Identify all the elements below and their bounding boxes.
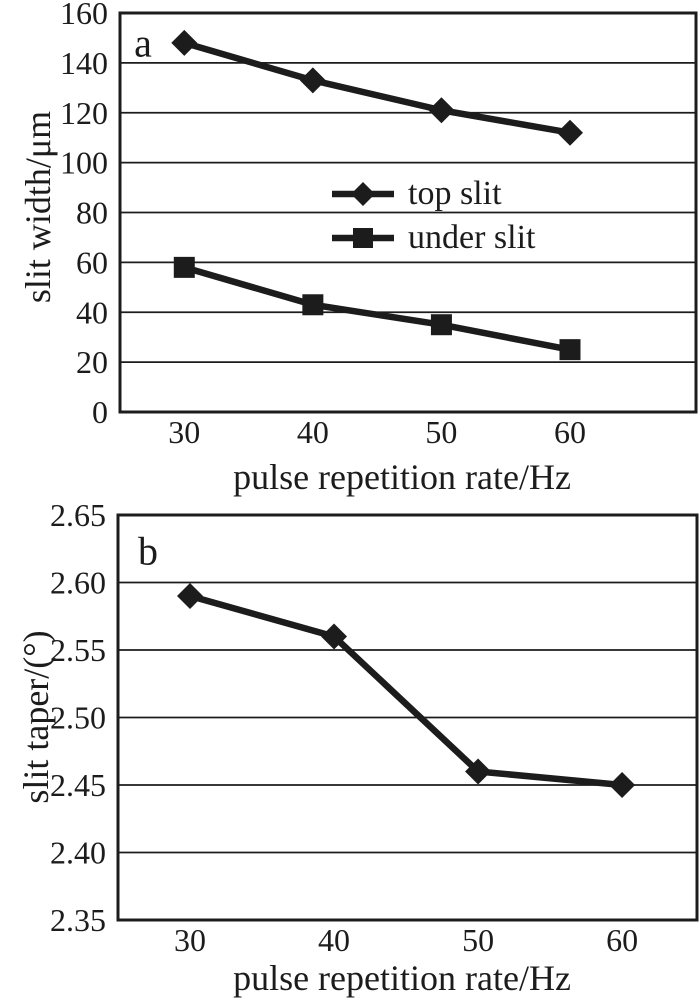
- y-tick-label: 80: [76, 195, 108, 231]
- legend-label-under-slit: under slit: [408, 219, 536, 256]
- series-line-top-slit: [181, 39, 574, 136]
- y-tick-label: 40: [76, 294, 108, 330]
- x-tick-label: 60: [606, 922, 638, 958]
- x-axis-title-a: pulse repetition rate/Hz: [233, 457, 571, 497]
- x-axis-title-b: pulse repetition rate/Hz: [233, 958, 571, 998]
- series-line-under-slit: [181, 264, 574, 353]
- marker-diamond-slit-taper: [609, 772, 636, 798]
- legend-item-under-slit: under slit: [330, 216, 535, 260]
- marker-diamond-slit-taper: [177, 583, 204, 609]
- marker-diamond-top-slit: [557, 119, 583, 146]
- y-tick-label: 0: [92, 394, 108, 430]
- marker-diamond-top-slit: [299, 67, 326, 94]
- legend: top slit under slit: [330, 172, 535, 260]
- x-tick-label: 50: [462, 922, 494, 958]
- marker-diamond-top-slit: [171, 29, 198, 56]
- legend-label-top-slit: top slit: [408, 175, 502, 212]
- y-tick-label: 2.40: [50, 835, 106, 871]
- y-tick-label: 2.55: [50, 632, 106, 668]
- y-axis-title-b: slit taper/(°): [16, 630, 56, 804]
- plot-border: [116, 513, 699, 922]
- x-tick-label: 50: [425, 414, 457, 450]
- y-tick-label: 20: [76, 344, 108, 380]
- y-tick-label: 2.65: [50, 497, 106, 533]
- y-tick-label: 140: [60, 45, 108, 81]
- y-tick-label: 2.45: [50, 767, 106, 803]
- marker-diamond-slit-taper: [465, 758, 492, 785]
- y-tick-label: 160: [60, 0, 108, 31]
- legend-diamond-icon: [330, 179, 396, 209]
- y-axis-title-a: slit width/μm: [18, 110, 58, 304]
- y-tick-label: 2.50: [50, 700, 106, 736]
- panel-label-a: a: [134, 20, 152, 66]
- y-tick-label: 2.35: [50, 902, 106, 938]
- marker-diamond-top-slit: [428, 97, 455, 124]
- marker-square-under-slit: [302, 294, 324, 316]
- x-tick-label: 40: [297, 414, 329, 450]
- y-tick-label: 60: [76, 244, 108, 280]
- x-tick-label: 30: [168, 414, 200, 450]
- x-tick-label: 30: [174, 922, 206, 958]
- y-tick-label: 100: [60, 145, 108, 181]
- legend-item-top-slit: top slit: [330, 172, 535, 216]
- legend-square-icon: [330, 223, 396, 253]
- y-tick-label: 2.60: [50, 565, 106, 601]
- marker-diamond-slit-taper: [321, 623, 348, 650]
- series-line-slit-taper: [186, 592, 626, 789]
- panel-label-b: b: [138, 528, 158, 574]
- marker-square-under-slit: [173, 256, 195, 278]
- x-tick-label: 60: [554, 414, 586, 450]
- marker-square-under-slit: [430, 314, 452, 336]
- marker-square-under-slit: [559, 339, 581, 361]
- x-tick-label: 40: [318, 922, 350, 958]
- plot-border: [118, 11, 698, 414]
- y-tick-label: 120: [60, 95, 108, 131]
